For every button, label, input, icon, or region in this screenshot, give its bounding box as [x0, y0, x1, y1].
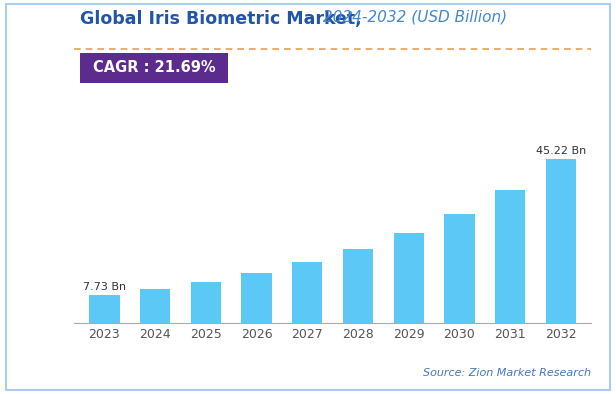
Bar	[241, 273, 272, 323]
Text: 7.73 Bn: 7.73 Bn	[83, 282, 126, 292]
Text: Global Iris Biometric Market,: Global Iris Biometric Market,	[80, 10, 362, 28]
Bar	[89, 295, 120, 323]
Text: 45.22 Bn: 45.22 Bn	[536, 146, 586, 156]
Text: CAGR : 21.69%: CAGR : 21.69%	[92, 60, 216, 76]
Bar	[495, 190, 525, 323]
Bar	[342, 249, 373, 323]
Text: Source: Zion Market Research: Source: Zion Market Research	[423, 368, 591, 378]
Text: 2024-2032 (USD Billion): 2024-2032 (USD Billion)	[318, 10, 508, 25]
Bar	[546, 159, 576, 323]
Bar	[190, 282, 221, 323]
Bar	[444, 214, 475, 323]
Bar	[394, 233, 424, 323]
Bar	[140, 289, 170, 323]
Bar	[292, 262, 323, 323]
